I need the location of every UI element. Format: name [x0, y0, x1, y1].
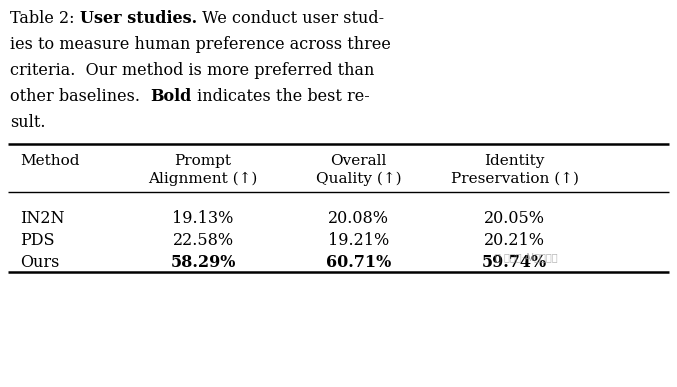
Text: 60.71%: 60.71% — [326, 254, 391, 271]
Text: 20.08%: 20.08% — [328, 210, 389, 227]
Text: 19.21%: 19.21% — [328, 232, 389, 249]
Text: ies to measure human preference across three: ies to measure human preference across t… — [10, 36, 391, 53]
Text: 59.74%: 59.74% — [482, 254, 547, 271]
Text: Table 2:: Table 2: — [10, 10, 80, 27]
Text: Prompt
Alignment (↑): Prompt Alignment (↑) — [148, 154, 258, 186]
Text: 20.21%: 20.21% — [484, 232, 545, 249]
Text: User studies.: User studies. — [80, 10, 197, 27]
Text: 19.13%: 19.13% — [173, 210, 234, 227]
Text: indicates the best re-: indicates the best re- — [192, 88, 370, 105]
Text: sult.: sult. — [10, 114, 45, 131]
Text: 58.29%: 58.29% — [171, 254, 236, 271]
Text: Ours: Ours — [20, 254, 60, 271]
Text: Overall
Quality (↑): Overall Quality (↑) — [316, 154, 401, 186]
Text: criteria.  Our method is more preferred than: criteria. Our method is more preferred t… — [10, 62, 374, 79]
Text: We conduct user stud-: We conduct user stud- — [197, 10, 384, 27]
Text: Identity
Preservation (↑): Identity Preservation (↑) — [450, 154, 579, 185]
Text: other baselines.: other baselines. — [10, 88, 150, 105]
Text: Method: Method — [20, 154, 80, 168]
Text: Bold: Bold — [150, 88, 192, 105]
Text: 📱 公众号·AI生成未来: 📱 公众号·AI生成未来 — [494, 252, 557, 262]
Text: IN2N: IN2N — [20, 210, 65, 227]
Text: 20.05%: 20.05% — [484, 210, 545, 227]
Text: 22.58%: 22.58% — [173, 232, 234, 249]
Text: PDS: PDS — [20, 232, 55, 249]
